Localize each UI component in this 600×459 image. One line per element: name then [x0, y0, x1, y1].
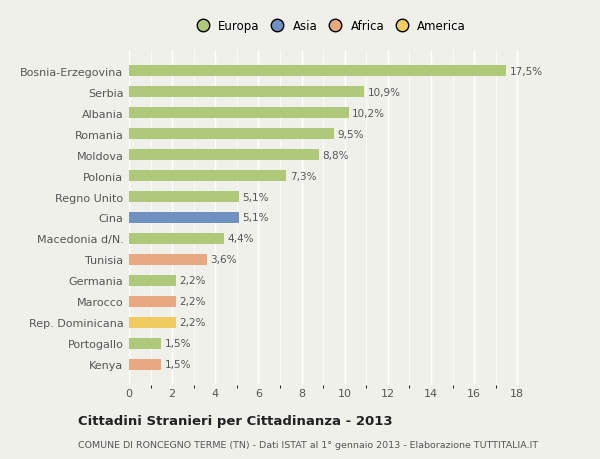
Text: 7,3%: 7,3% [290, 171, 316, 181]
Text: COMUNE DI RONCEGNO TERME (TN) - Dati ISTAT al 1° gennaio 2013 - Elaborazione TUT: COMUNE DI RONCEGNO TERME (TN) - Dati IST… [78, 441, 538, 449]
Text: 5,1%: 5,1% [242, 213, 269, 223]
Bar [129, 191, 239, 203]
Bar [129, 233, 224, 245]
Text: 3,6%: 3,6% [210, 255, 236, 265]
Bar [129, 66, 506, 77]
Bar [129, 338, 161, 349]
Text: 2,2%: 2,2% [179, 276, 206, 286]
Text: 10,2%: 10,2% [352, 108, 385, 118]
Bar [129, 317, 176, 329]
Text: 2,2%: 2,2% [179, 297, 206, 307]
Text: 1,5%: 1,5% [164, 359, 191, 369]
Text: 1,5%: 1,5% [164, 339, 191, 349]
Bar [129, 170, 286, 182]
Bar [129, 275, 176, 286]
Text: 17,5%: 17,5% [509, 67, 543, 77]
Bar [129, 129, 334, 140]
Bar [129, 87, 364, 98]
Bar [129, 107, 349, 119]
Bar [129, 212, 239, 224]
Bar [129, 296, 176, 308]
Text: 4,4%: 4,4% [227, 234, 254, 244]
Bar [129, 150, 319, 161]
Text: Cittadini Stranieri per Cittadinanza - 2013: Cittadini Stranieri per Cittadinanza - 2… [78, 414, 392, 428]
Legend: Europa, Asia, Africa, America: Europa, Asia, Africa, America [187, 16, 470, 36]
Text: 8,8%: 8,8% [322, 150, 349, 160]
Text: 9,5%: 9,5% [337, 129, 364, 139]
Bar [129, 359, 161, 370]
Text: 2,2%: 2,2% [179, 318, 206, 328]
Text: 5,1%: 5,1% [242, 192, 269, 202]
Bar [129, 254, 206, 266]
Text: 10,9%: 10,9% [367, 87, 400, 97]
